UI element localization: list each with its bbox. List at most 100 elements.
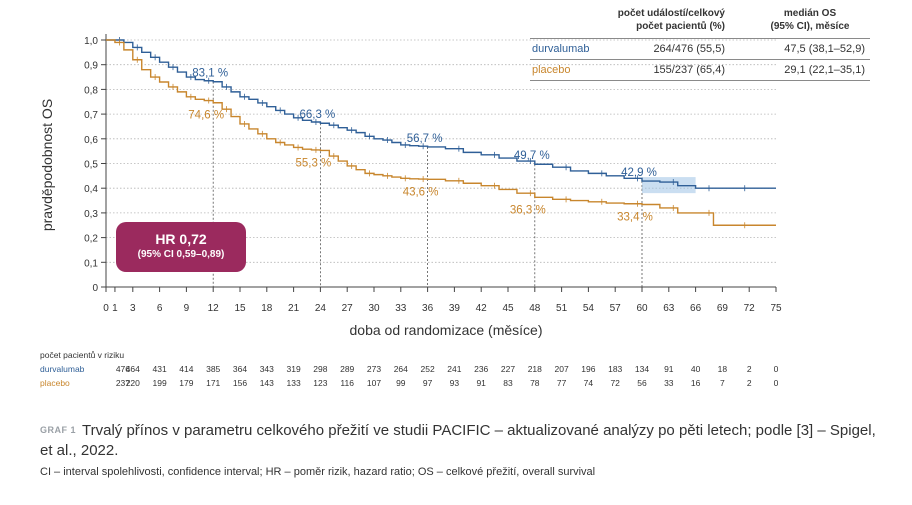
risk-value-placebo: 83: [503, 378, 513, 388]
risk-value-durvalumab: 264: [394, 364, 408, 374]
risk-value-placebo: 171: [206, 378, 220, 388]
risk-value-durvalumab: 18: [718, 364, 728, 374]
stats-median-placebo: 29,1 (22,1–35,1): [784, 64, 865, 76]
x-tick-label: 66: [690, 303, 702, 314]
x-tick-label: 6: [157, 303, 163, 314]
hazard-ratio-ci: (95% CI 0,59–0,89): [137, 249, 225, 260]
risk-value-placebo: 179: [179, 378, 193, 388]
risk-value-durvalumab: 236: [474, 364, 488, 374]
risk-value-placebo: 237: [116, 378, 130, 388]
point-label-placebo: 43,6 %: [403, 186, 439, 198]
header-median-line1: medián OS: [783, 8, 837, 19]
x-tick-label: 60: [636, 303, 648, 314]
y-tick-label: 0,4: [84, 184, 98, 195]
x-tick-label: 0: [103, 303, 109, 314]
x-axis-title: doba od randomizace (měsíce): [350, 322, 543, 338]
y-tick-label: 0,7: [84, 110, 98, 121]
y-tick-label: 0: [92, 283, 98, 294]
y-tick-label: 0,9: [84, 61, 98, 72]
point-label-durvalumab: 49,7 %: [514, 150, 550, 162]
risk-value-durvalumab: 298: [313, 364, 327, 374]
point-label-placebo: 74,6 %: [188, 110, 224, 122]
risk-value-durvalumab: 414: [179, 364, 193, 374]
survival-curves: [106, 37, 776, 229]
risk-value-durvalumab: 343: [260, 364, 274, 374]
risk-value-placebo: 33: [664, 378, 674, 388]
risk-value-placebo: 7: [720, 378, 725, 388]
risk-value-placebo: 2: [747, 378, 752, 388]
risk-value-placebo: 93: [450, 378, 460, 388]
y-tick-label: 0,1: [84, 258, 98, 269]
risk-value-durvalumab: 252: [421, 364, 435, 374]
risk-value-placebo: 72: [610, 378, 620, 388]
risk-value-durvalumab: 183: [608, 364, 622, 374]
risk-row-label-durvalumab: durvalumab: [40, 364, 85, 374]
risk-value-durvalumab: 385: [206, 364, 220, 374]
risk-value-durvalumab: 227: [501, 364, 515, 374]
axes: 00,10,20,30,40,50,60,70,80,91,00 1 3 6 9 12 15…: [84, 34, 782, 314]
y-tick-label: 0,5: [84, 160, 98, 171]
risk-value-placebo: 16: [691, 378, 701, 388]
point-labels: 83,1 % 66,3 % 56,7 % 49,7 % 42,9 % 74,6 % 55,3…: [188, 68, 657, 224]
header-events-line2: počet pacientů (%): [636, 21, 725, 32]
x-tick-label: 36: [422, 303, 434, 314]
x-tick-label: 72: [744, 303, 756, 314]
point-label-placebo: 55,3 %: [295, 157, 331, 169]
header-median-line2: (95% CI), měsíce: [770, 21, 850, 32]
risk-value-placebo: 199: [153, 378, 167, 388]
x-tick-label: 69: [717, 303, 729, 314]
caption-tag: GRAF 1: [40, 425, 77, 435]
risk-table-title: počet pacientů v riziku: [40, 350, 124, 360]
risk-value-durvalumab: 40: [691, 364, 701, 374]
risk-value-placebo: 116: [340, 378, 354, 388]
risk-value-durvalumab: 241: [447, 364, 461, 374]
x-tick-label: 57: [610, 303, 622, 314]
risk-value-placebo: 97: [423, 378, 433, 388]
stats-events-placebo: 155/237 (65,4): [653, 64, 725, 76]
point-label-durvalumab: 56,7 %: [407, 133, 443, 145]
reference-lines: [212, 81, 643, 287]
y-axis-title: pravděpodobnost OS: [39, 99, 55, 231]
x-tick-label: 30: [368, 303, 380, 314]
risk-table: počet pacientů v riziku durvalumab place…: [40, 350, 779, 388]
risk-value-durvalumab: 2: [747, 364, 752, 374]
hazard-ratio-value: HR 0,72: [155, 231, 207, 247]
y-tick-label: 0,2: [84, 234, 98, 245]
risk-row-label-placebo: placebo: [40, 378, 70, 388]
x-tick-label: 21: [288, 303, 300, 314]
stats-name-placebo: placebo: [532, 64, 571, 76]
risk-value-placebo: 156: [233, 378, 247, 388]
header-events-line1: počet událostí/celkový: [617, 8, 725, 19]
caption-text: Trvalý přínos v parametru celkového přež…: [40, 422, 876, 459]
x-tick-label: 3: [130, 303, 136, 314]
risk-value-durvalumab: 319: [287, 364, 301, 374]
y-tick-label: 0,8: [84, 85, 98, 96]
risk-value-placebo: 78: [530, 378, 540, 388]
y-tick-label: 0,3: [84, 209, 98, 220]
hazard-ratio-box: HR 0,72 (95% CI 0,59–0,89): [116, 222, 246, 272]
stats-table-header: počet událostí/celkový počet pacientů (%…: [530, 3, 870, 38]
x-tick-label: 39: [449, 303, 461, 314]
figure-footnote: CI – interval spolehlivosti, confidence …: [40, 466, 596, 478]
km-chart: 00,10,20,30,40,50,60,70,80,91,00 1 3 6 9 12 15…: [39, 34, 782, 388]
risk-value-durvalumab: 289: [340, 364, 354, 374]
risk-value-placebo: 91: [476, 378, 486, 388]
risk-value-placebo: 123: [313, 378, 327, 388]
stats-table: počet událostí/celkový počet pacientů (%…: [530, 3, 870, 81]
x-tick-label: 51: [556, 303, 568, 314]
x-tick-label: 24: [315, 303, 327, 314]
risk-value-durvalumab: 431: [153, 364, 167, 374]
stats-row-placebo: placebo 155/237 (65,4) 29,1 (22,1–35,1): [530, 59, 870, 81]
risk-value-durvalumab: 207: [555, 364, 569, 374]
risk-value-placebo: 77: [557, 378, 567, 388]
risk-value-durvalumab: 91: [664, 364, 674, 374]
y-tick-label: 1,0: [84, 36, 98, 47]
curve-placebo: [106, 39, 776, 226]
header-median: medián OS (95% CI), měsíce: [750, 7, 870, 33]
header-events: počet událostí/celkový počet pacientů (%…: [605, 7, 725, 33]
x-tick-label: 12: [208, 303, 220, 314]
x-tick-label: 18: [261, 303, 273, 314]
risk-value-durvalumab: 0: [774, 364, 779, 374]
x-tick-label: 15: [234, 303, 246, 314]
x-tick-label: 42: [476, 303, 488, 314]
